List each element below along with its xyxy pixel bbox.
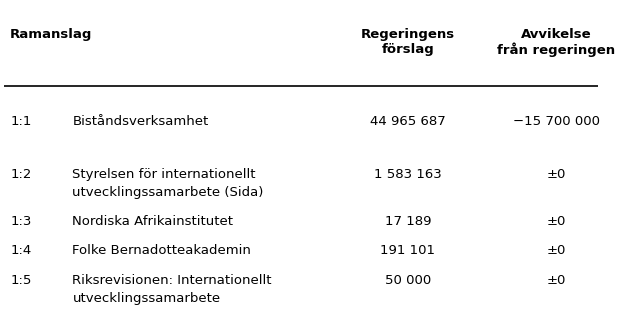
Text: 44 965 687: 44 965 687: [370, 115, 446, 129]
Text: Avvikelse
från regeringen: Avvikelse från regeringen: [497, 28, 615, 58]
Text: ±0: ±0: [547, 274, 566, 287]
Text: Ramanslag: Ramanslag: [10, 28, 92, 41]
Text: 191 101: 191 101: [381, 244, 435, 257]
Text: ±0: ±0: [547, 215, 566, 228]
Text: 1:5: 1:5: [10, 274, 31, 287]
Text: Nordiska Afrikainstitutet: Nordiska Afrikainstitutet: [73, 215, 233, 228]
Text: Riksrevisionen: Internationellt
utvecklingssamarbete: Riksrevisionen: Internationellt utveckli…: [73, 274, 272, 305]
Text: 1 583 163: 1 583 163: [374, 168, 441, 181]
Text: Regeringens
förslag: Regeringens förslag: [361, 28, 455, 56]
Text: 1:4: 1:4: [10, 244, 31, 257]
Text: −15 700 000: −15 700 000: [513, 115, 600, 129]
Text: 17 189: 17 189: [384, 215, 431, 228]
Text: 1:2: 1:2: [10, 168, 31, 181]
Text: Folke Bernadotteakademin: Folke Bernadotteakademin: [73, 244, 251, 257]
Text: Biståndsverksamhet: Biståndsverksamhet: [73, 115, 209, 129]
Text: 1:3: 1:3: [10, 215, 31, 228]
Text: 50 000: 50 000: [385, 274, 431, 287]
Text: ±0: ±0: [547, 168, 566, 181]
Text: 1:1: 1:1: [10, 115, 31, 129]
Text: ±0: ±0: [547, 244, 566, 257]
Text: Styrelsen för internationellt
utvecklingssamarbete (Sida): Styrelsen för internationellt utveckling…: [73, 168, 264, 199]
